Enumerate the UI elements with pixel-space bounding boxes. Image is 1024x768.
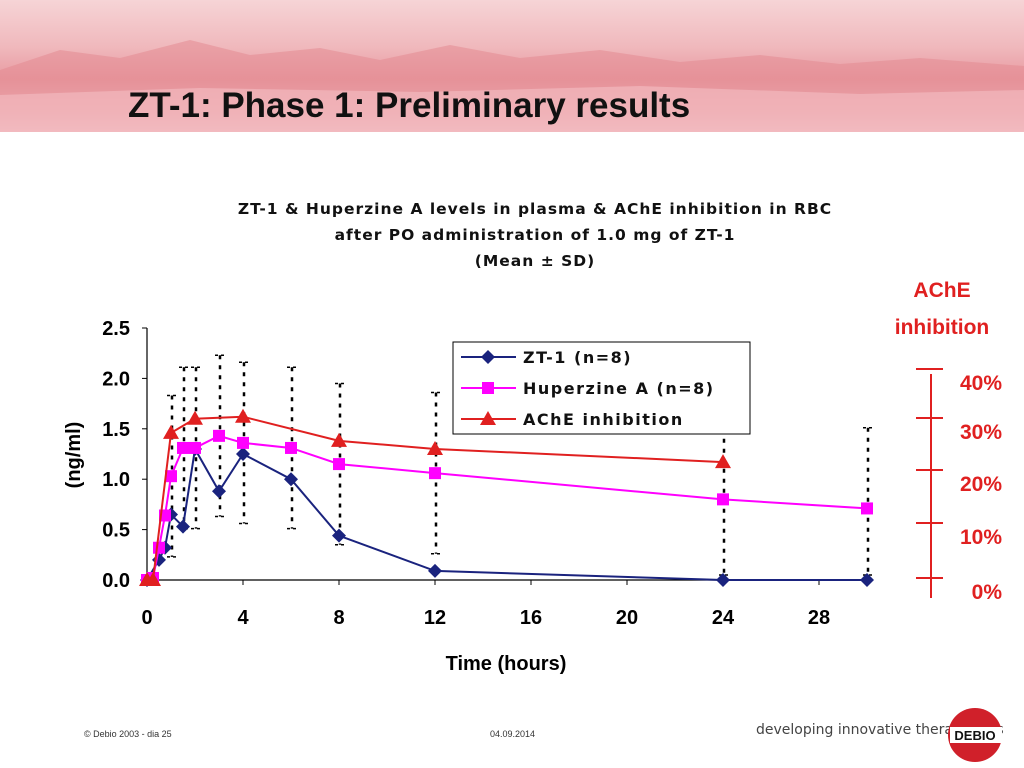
data-point-series-2 xyxy=(153,541,165,554)
y-tick-label: 1.5 xyxy=(102,419,130,441)
x-tick-label: 0 xyxy=(141,607,152,629)
x-tick-label: 20 xyxy=(616,607,638,629)
right-tick-label: 40% xyxy=(960,372,1002,395)
y-tick-label: 1.0 xyxy=(102,469,130,491)
chart-title-line-2: after PO administration of 1.0 mg of ZT-… xyxy=(335,226,736,244)
company-tagline: developing innovative therapeutics xyxy=(756,722,1004,738)
right-tick-label: 10% xyxy=(960,526,1002,549)
data-point-series-3 xyxy=(427,440,443,455)
series-line-3 xyxy=(147,415,724,581)
x-tick-label: 28 xyxy=(808,607,830,629)
debio-logo: DEBIO xyxy=(948,708,1002,762)
y-tick-label: 2.5 xyxy=(102,318,130,340)
chart-title-line-1: ZT-1 & Huperzine A levels in plasma & AC… xyxy=(238,200,832,218)
x-axis-label: Time (hours) xyxy=(446,653,567,675)
svg-text:DEBIO: DEBIO xyxy=(954,728,995,743)
data-point-series-3 xyxy=(235,408,251,423)
right-tick-label: 20% xyxy=(960,473,1002,496)
y-tick-label: 2.0 xyxy=(102,368,130,390)
chart-title-line-3: (Mean ± SD) xyxy=(475,252,595,270)
x-tick-label: 16 xyxy=(520,607,542,629)
legend-label: AChE inhibition xyxy=(523,410,684,429)
right-tick-label: 30% xyxy=(960,421,1002,444)
data-point-series-1 xyxy=(176,519,190,534)
x-tick-label: 4 xyxy=(237,607,249,629)
data-point-series-3 xyxy=(145,572,161,586)
y-tick-label: 0.0 xyxy=(102,570,130,592)
series-line-2 xyxy=(146,434,868,581)
series-line-1 xyxy=(146,445,867,581)
legend-marker xyxy=(480,411,496,425)
right-axis-title: AChE xyxy=(913,279,970,302)
y-axis-label: (ng/ml) xyxy=(63,422,85,489)
x-tick-label: 8 xyxy=(333,607,344,629)
legend-label: Huperzine A (n=8) xyxy=(523,379,715,398)
right-tick-label: 0% xyxy=(972,581,1003,604)
data-point-series-2 xyxy=(189,441,201,454)
x-tick-label: 24 xyxy=(712,607,735,629)
data-point-series-2 xyxy=(213,429,225,442)
legend-label: ZT-1 (n=8) xyxy=(523,348,632,367)
data-point-series-1 xyxy=(332,528,346,543)
right-axis-title: inhibition xyxy=(895,316,989,339)
data-point-series-2 xyxy=(717,493,729,506)
data-point-series-3 xyxy=(163,424,179,439)
data-point-series-1 xyxy=(284,472,298,487)
y-tick-label: 0.5 xyxy=(102,520,130,542)
footer-date: 04.09.2014 xyxy=(490,729,536,739)
mountain-landscape-image xyxy=(0,40,1024,132)
chart: ZT-1 & Huperzine A levels in plasma & AC… xyxy=(63,200,1003,675)
x-tick-label: 12 xyxy=(424,607,446,629)
legend-marker xyxy=(482,382,494,394)
data-point-series-2 xyxy=(861,502,873,515)
data-point-series-2 xyxy=(285,441,297,454)
slide-title: ZT-1: Phase 1: Preliminary results xyxy=(128,86,691,125)
data-point-series-1 xyxy=(428,563,442,578)
data-point-series-2 xyxy=(177,441,189,454)
data-point-series-2 xyxy=(333,458,345,471)
footer-copyright: © Debio 2003 - dia 25 xyxy=(84,729,172,739)
data-point-series-2 xyxy=(237,436,249,449)
data-point-series-2 xyxy=(429,467,441,480)
data-point-series-3 xyxy=(331,432,347,447)
legend-marker xyxy=(481,350,495,364)
data-point-series-1 xyxy=(212,484,226,499)
data-point-series-1 xyxy=(860,573,874,587)
data-point-series-1 xyxy=(716,573,730,587)
chart-title: ZT-1 & Huperzine A levels in plasma & AC… xyxy=(238,200,832,270)
data-point-series-1 xyxy=(236,447,250,461)
data-point-series-2 xyxy=(165,470,177,483)
data-point-series-3 xyxy=(715,454,731,469)
data-point-series-3 xyxy=(187,410,203,425)
